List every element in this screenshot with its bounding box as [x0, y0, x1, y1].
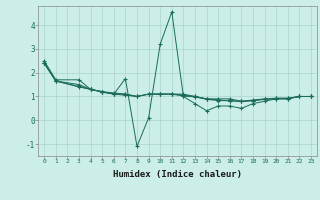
X-axis label: Humidex (Indice chaleur): Humidex (Indice chaleur) [113, 170, 242, 179]
